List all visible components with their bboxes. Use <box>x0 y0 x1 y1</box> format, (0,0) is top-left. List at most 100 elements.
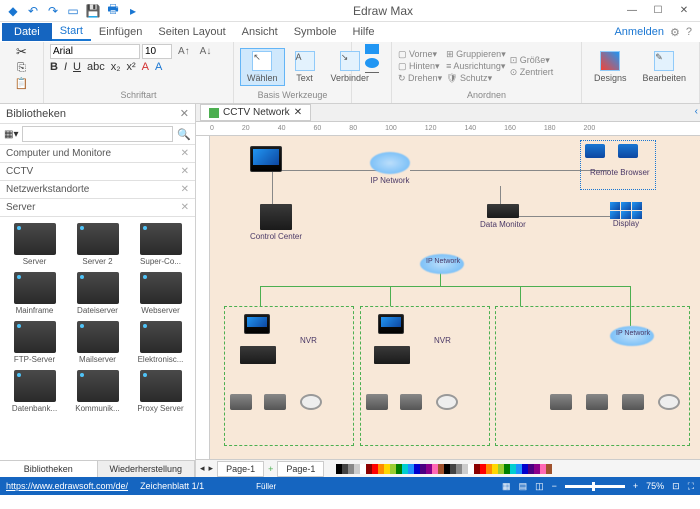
font-grow-icon[interactable]: A↑ <box>174 44 194 59</box>
node-control-center[interactable] <box>260 204 292 230</box>
italic-button[interactable]: I <box>64 61 67 73</box>
node-cam4[interactable] <box>366 394 388 410</box>
node-mon1[interactable] <box>244 314 270 334</box>
fit-icon[interactable]: ⊡ <box>672 481 680 492</box>
node-nvr2[interactable] <box>374 346 410 364</box>
section-network[interactable]: Netzwerkstandorte✕ <box>0 181 195 199</box>
select-tool[interactable]: ↖Wählen <box>240 48 285 86</box>
minimize-button[interactable]: — <box>620 2 644 20</box>
export-icon[interactable]: ▸ <box>126 4 140 18</box>
login-link[interactable]: Anmelden <box>614 26 664 38</box>
maximize-button[interactable]: ☐ <box>646 2 670 20</box>
front-button[interactable]: ▢ Vorne▾ <box>398 49 442 60</box>
shape-item[interactable]: Mainframe <box>4 270 65 317</box>
fontcolor-button[interactable]: A <box>155 61 162 73</box>
print-icon[interactable]: 🖶 <box>106 4 120 18</box>
cut-icon[interactable]: ✂ <box>16 44 27 60</box>
underline-button[interactable]: U <box>73 61 81 73</box>
tab-libraries[interactable]: Bibliotheken <box>0 461 98 477</box>
node-nvr1[interactable] <box>240 346 276 364</box>
shape-item[interactable]: Elektronisc... <box>130 319 191 366</box>
edit-button[interactable]: ✎Bearbeiten <box>637 49 693 85</box>
view-icon-3[interactable]: ◫ <box>535 481 544 492</box>
shape-oval-icon[interactable] <box>365 58 379 68</box>
node-data-monitor[interactable] <box>487 204 519 218</box>
font-shrink-icon[interactable]: A↓ <box>196 44 216 59</box>
sup-button[interactable]: x² <box>127 61 136 73</box>
page-nav-right[interactable]: ▸ <box>209 463 214 474</box>
group-button[interactable]: ⊞ Gruppieren▾ <box>446 49 506 60</box>
fullscreen-icon[interactable]: ⛶ <box>688 481 694 492</box>
shape-item[interactable]: Webserver <box>130 270 191 317</box>
copy-icon[interactable]: ⎘ <box>17 62 26 75</box>
section-cctv[interactable]: CCTV✕ <box>0 163 195 181</box>
menu-start[interactable]: Start <box>52 23 91 41</box>
canvas[interactable]: IP Network Remote Browser Control Center… <box>210 136 700 459</box>
node-cam5[interactable] <box>400 394 422 410</box>
shape-item[interactable]: Proxy Server <box>130 368 191 415</box>
close-sidebar-icon[interactable]: ✕ <box>180 107 189 120</box>
page-nav-left[interactable]: ◂ <box>200 463 205 474</box>
rotate-button[interactable]: ↻ Drehen▾ <box>398 73 442 84</box>
align-button[interactable]: ≡ Ausrichtung▾ <box>446 61 506 72</box>
shape-item[interactable]: Kommunik... <box>67 368 128 415</box>
menu-pagelayout[interactable]: Seiten Layout <box>150 24 233 40</box>
section-computer[interactable]: Computer und Monitore✕ <box>0 145 195 163</box>
node-mon2[interactable] <box>378 314 404 334</box>
node-laptop1[interactable] <box>585 144 605 158</box>
node-display[interactable] <box>610 202 642 219</box>
shape-item[interactable]: FTP-Server <box>4 319 65 366</box>
shape-item[interactable]: Datenbank... <box>4 368 65 415</box>
node-cam2[interactable] <box>264 394 286 410</box>
redo-icon[interactable]: ↷ <box>46 4 60 18</box>
menu-view[interactable]: Ansicht <box>234 24 286 40</box>
shape-item[interactable]: Server 2 <box>67 221 128 268</box>
node-laptop2[interactable] <box>618 144 638 158</box>
save-icon[interactable]: 💾 <box>86 4 100 18</box>
font-size-select[interactable] <box>142 44 172 59</box>
zoom-slider[interactable] <box>565 485 625 488</box>
paste-icon[interactable]: 📋 <box>15 77 29 90</box>
node-cam7[interactable] <box>550 394 572 410</box>
size-button[interactable]: ⊡ Größe▾ <box>510 55 554 66</box>
undo-icon[interactable]: ↶ <box>26 4 40 18</box>
zoom-in-icon[interactable]: + <box>633 481 638 491</box>
shape-item[interactable]: Server <box>4 221 65 268</box>
gear-icon[interactable]: ⚙ <box>670 26 680 39</box>
shape-line-icon[interactable] <box>365 72 379 73</box>
help-icon[interactable]: ? <box>686 26 692 38</box>
lib-dropdown-icon[interactable]: ▦▾ <box>4 129 18 140</box>
designs-button[interactable]: Designs <box>588 49 633 85</box>
status-url[interactable]: https://www.edrawsoft.com/de/ <box>6 481 128 491</box>
menu-help[interactable]: Hilfe <box>345 24 383 40</box>
close-button[interactable]: ✕ <box>672 2 696 20</box>
add-page-icon[interactable]: + <box>268 464 273 474</box>
page-tab-1[interactable]: Page-1 <box>217 461 264 477</box>
bold-button[interactable]: B <box>50 61 58 73</box>
node-cam10[interactable] <box>658 394 680 410</box>
shape-rect-icon[interactable] <box>365 44 379 54</box>
file-menu[interactable]: Datei <box>2 23 52 41</box>
new-icon[interactable]: ▭ <box>66 4 80 18</box>
doc-tab-cctv[interactable]: CCTV Network ✕ <box>200 104 311 121</box>
sub-button[interactable]: x₂ <box>111 61 121 73</box>
node-cam9[interactable] <box>622 394 644 410</box>
node-cam1[interactable] <box>230 394 252 410</box>
zoom-out-icon[interactable]: − <box>552 481 557 491</box>
menu-insert[interactable]: Einfügen <box>91 24 150 40</box>
back-button[interactable]: ▢ Hinten▾ <box>398 61 442 72</box>
menu-symbols[interactable]: Symbole <box>286 24 345 40</box>
highlight-button[interactable]: A <box>142 61 149 73</box>
strike-button[interactable]: abc <box>87 61 105 73</box>
node-cam3[interactable] <box>300 394 322 410</box>
shape-item[interactable]: Dateiserver <box>67 270 128 317</box>
section-server[interactable]: Server✕ <box>0 199 195 217</box>
node-cam8[interactable] <box>586 394 608 410</box>
node-cam6[interactable] <box>436 394 458 410</box>
collapse-chevron-icon[interactable]: ‹ <box>695 106 698 117</box>
search-icon[interactable]: 🔍 <box>177 128 191 141</box>
font-family-select[interactable] <box>50 44 140 59</box>
view-icon-2[interactable]: ▤ <box>519 481 528 492</box>
view-icon-1[interactable]: ▦ <box>502 481 511 492</box>
tab-recovery[interactable]: Wiederherstellung <box>98 461 196 477</box>
